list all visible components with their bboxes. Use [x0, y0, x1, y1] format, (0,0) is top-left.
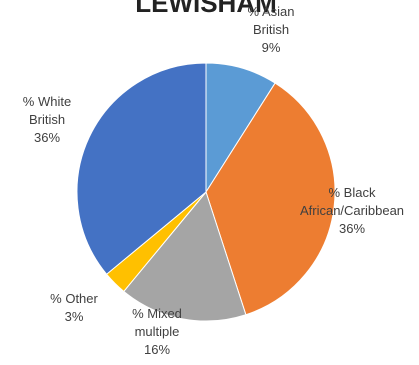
slice-label-line: 36% — [34, 130, 60, 145]
slice-label-line: % Mixed — [132, 306, 182, 321]
slice-label-4: % Other 3% — [50, 291, 98, 324]
slice-label-5: % White British 36% — [23, 94, 71, 145]
slice-label-line: % Black — [329, 185, 376, 200]
slice-label-line: % Other — [50, 291, 98, 306]
slice-label-line: % White — [23, 94, 71, 109]
slice-label-line: African/Caribbean — [300, 203, 404, 218]
pie-slices — [76, 62, 336, 322]
slice-label-line: 16% — [144, 342, 170, 357]
slice-label-line: 36% — [339, 221, 365, 236]
pie-slice-white-british — [76, 62, 207, 275]
slice-label-2: % Black African/Caribbean 36% — [300, 185, 404, 236]
slice-label-line: % Asian — [248, 4, 295, 19]
pie-slice-mixed-multiple — [123, 190, 247, 322]
slice-label-line: 9% — [262, 40, 281, 55]
slice-label-1: % Asian British 9% — [248, 4, 295, 55]
slice-labels: % Asian British 9% % Black African/Caribbean… — [23, 4, 404, 357]
slice-label-3: % Mixed multiple 16% — [132, 306, 182, 357]
pie-slice-black-african-caribbean — [205, 82, 336, 316]
slice-label-line: British — [29, 112, 65, 127]
slice-label-line: British — [253, 22, 289, 37]
chart-title: LEWISHAM — [135, 0, 277, 18]
slice-label-line: multiple — [135, 324, 180, 339]
slice-label-line: 3% — [65, 309, 84, 324]
